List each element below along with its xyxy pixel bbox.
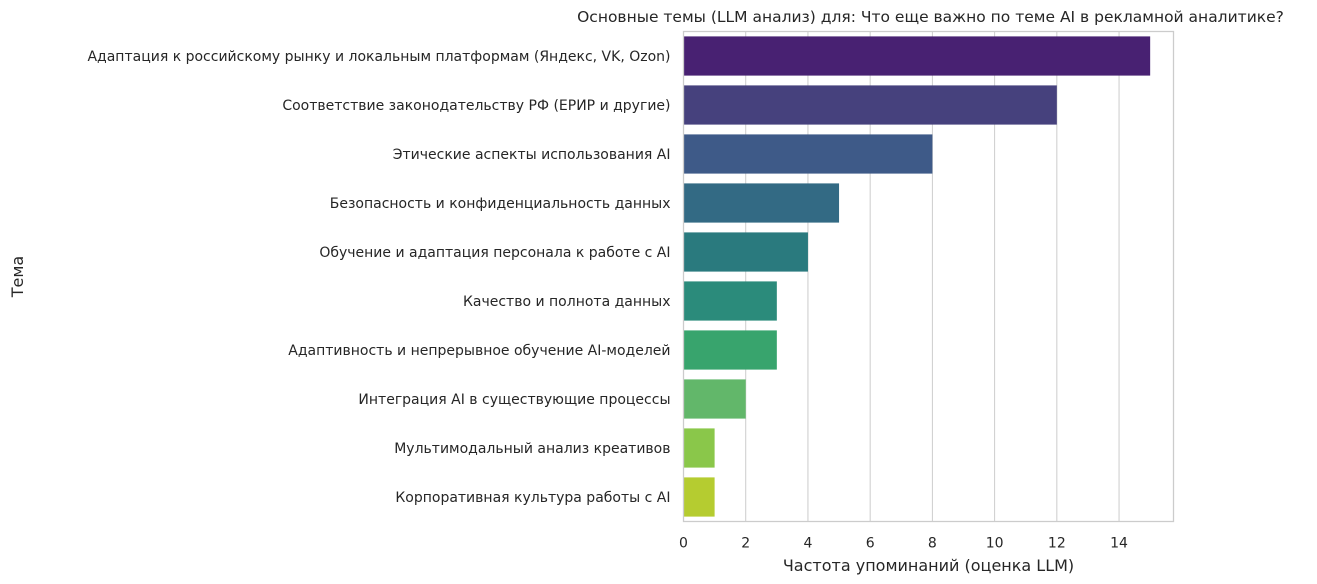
x-axis-title: Частота упоминаний (оценка LLM) [783,556,1074,575]
bar [683,36,1151,76]
x-tick-label: 14 [1110,536,1128,552]
category-label: Этические аспекты использования AI [393,147,671,163]
category-label: Мультимодальный анализ креативов [394,441,670,457]
category-label: Корпоративная культура работы с AI [395,490,670,506]
category-label: Обучение и адаптация персонала к работе … [319,245,670,261]
bar [683,330,777,370]
category-label: Интеграция AI в существующие процессы [358,392,670,408]
bars [683,36,1151,517]
x-tick-label: 6 [866,536,875,552]
x-tick-label: 8 [928,536,937,552]
x-tick-label: 4 [803,536,812,552]
category-labels: Адаптация к российскому рынку и локальны… [87,49,670,506]
bar [683,183,840,223]
bar [683,477,715,517]
bar [683,134,933,174]
x-tick-label: 0 [679,536,688,552]
x-tick-label: 12 [1048,536,1066,552]
category-label: Качество и полнота данных [463,294,671,310]
y-axis-title: Тема [8,256,27,299]
bar [683,232,808,272]
bar [683,428,715,468]
bar [683,281,777,321]
category-label: Соответствие законодательству РФ (ЕРИР и… [282,98,670,114]
chart-title: Основные темы (LLM анализ) для: Что еще … [577,8,1284,26]
x-tick-label: 2 [741,536,750,552]
category-label: Безопасность и конфиденциальность данных [330,196,671,212]
bar [683,379,746,419]
category-label: Адаптация к российскому рынку и локальны… [87,49,670,65]
x-tick-labels: 0 2 4 6 8 10 12 14 [679,536,1128,552]
plot-frame [682,30,1175,523]
bar [683,85,1057,125]
category-label: Адаптивность и непрерывное обучение AI-м… [288,343,670,359]
x-tick-label: 10 [986,536,1004,552]
